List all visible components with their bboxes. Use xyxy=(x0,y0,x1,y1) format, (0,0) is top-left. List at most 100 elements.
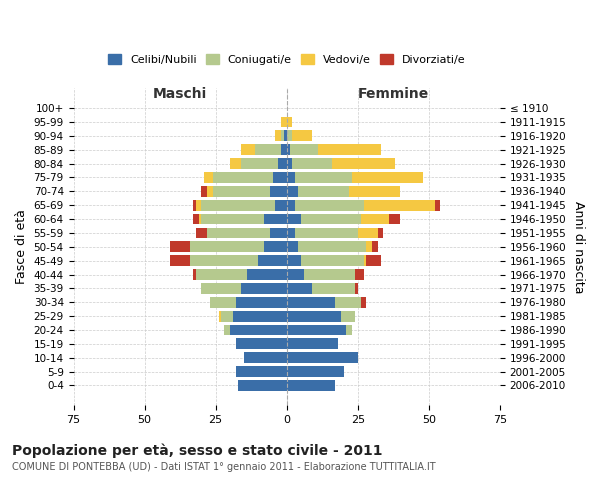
Bar xyxy=(301,214,361,224)
Bar xyxy=(202,200,275,210)
Bar xyxy=(275,200,287,210)
Bar xyxy=(287,172,295,183)
Bar xyxy=(290,144,318,155)
Bar xyxy=(287,200,295,210)
Y-axis label: Anni di nascita: Anni di nascita xyxy=(572,200,585,293)
Bar xyxy=(355,283,358,294)
Bar xyxy=(256,144,281,155)
Bar xyxy=(318,144,380,155)
Bar xyxy=(287,130,292,141)
Bar xyxy=(287,256,301,266)
Bar xyxy=(205,172,213,183)
Bar xyxy=(389,214,400,224)
Bar xyxy=(287,352,358,363)
Bar xyxy=(298,242,367,252)
Bar xyxy=(287,324,346,336)
Bar xyxy=(287,310,341,322)
Bar xyxy=(295,228,358,238)
Bar xyxy=(196,269,247,280)
Bar xyxy=(210,297,236,308)
Bar xyxy=(272,172,287,183)
Bar xyxy=(230,324,287,336)
Bar xyxy=(287,116,292,128)
Bar xyxy=(241,144,256,155)
Bar xyxy=(287,283,313,294)
Bar xyxy=(264,214,287,224)
Bar xyxy=(281,116,287,128)
Bar xyxy=(202,283,241,294)
Bar xyxy=(236,366,287,377)
Bar xyxy=(295,172,352,183)
Bar xyxy=(247,269,287,280)
Bar xyxy=(244,352,287,363)
Bar xyxy=(207,186,213,197)
Bar xyxy=(313,283,355,294)
Bar xyxy=(346,324,352,336)
Bar xyxy=(361,297,367,308)
Text: Femmine: Femmine xyxy=(358,87,429,101)
Bar xyxy=(287,186,298,197)
Bar xyxy=(233,310,287,322)
Bar xyxy=(196,200,202,210)
Bar xyxy=(278,158,287,169)
Bar xyxy=(193,269,196,280)
Bar xyxy=(193,200,196,210)
Bar xyxy=(207,228,269,238)
Text: Popolazione per età, sesso e stato civile - 2011: Popolazione per età, sesso e stato civil… xyxy=(12,444,383,458)
Bar xyxy=(213,172,272,183)
Bar xyxy=(361,214,389,224)
Bar xyxy=(275,130,281,141)
Bar xyxy=(292,158,332,169)
Bar xyxy=(292,130,313,141)
Bar xyxy=(287,214,301,224)
Bar xyxy=(196,228,207,238)
Bar xyxy=(364,200,434,210)
Bar xyxy=(281,130,284,141)
Bar xyxy=(287,228,295,238)
Text: COMUNE DI PONTEBBA (UD) - Dati ISTAT 1° gennaio 2011 - Elaborazione TUTTITALIA.I: COMUNE DI PONTEBBA (UD) - Dati ISTAT 1° … xyxy=(12,462,436,472)
Bar xyxy=(287,269,304,280)
Bar xyxy=(259,256,287,266)
Bar xyxy=(349,186,400,197)
Bar xyxy=(298,186,349,197)
Bar xyxy=(295,200,364,210)
Bar xyxy=(284,130,287,141)
Bar xyxy=(238,380,287,391)
Bar xyxy=(358,228,378,238)
Bar xyxy=(287,158,292,169)
Bar xyxy=(332,158,395,169)
Bar xyxy=(434,200,440,210)
Bar xyxy=(199,214,202,224)
Y-axis label: Fasce di età: Fasce di età xyxy=(15,210,28,284)
Bar xyxy=(264,242,287,252)
Bar xyxy=(364,256,367,266)
Bar xyxy=(341,310,355,322)
Bar xyxy=(367,256,380,266)
Bar xyxy=(236,297,287,308)
Bar xyxy=(287,297,335,308)
Bar xyxy=(378,228,383,238)
Bar xyxy=(287,380,335,391)
Bar xyxy=(287,338,338,349)
Bar xyxy=(190,242,264,252)
Bar xyxy=(224,324,230,336)
Bar xyxy=(372,242,378,252)
Bar xyxy=(193,214,199,224)
Text: Maschi: Maschi xyxy=(153,87,207,101)
Bar xyxy=(241,283,287,294)
Bar xyxy=(170,242,190,252)
Bar xyxy=(355,269,364,280)
Bar xyxy=(190,256,259,266)
Bar xyxy=(335,297,361,308)
Bar xyxy=(221,310,233,322)
Legend: Celibi/Nubili, Coniugati/e, Vedovi/e, Divorziati/e: Celibi/Nubili, Coniugati/e, Vedovi/e, Di… xyxy=(103,50,470,69)
Bar xyxy=(287,242,298,252)
Bar xyxy=(213,186,269,197)
Bar xyxy=(352,172,423,183)
Bar xyxy=(269,228,287,238)
Bar xyxy=(281,144,287,155)
Bar xyxy=(287,144,290,155)
Bar xyxy=(230,158,241,169)
Bar xyxy=(304,269,355,280)
Bar xyxy=(170,256,190,266)
